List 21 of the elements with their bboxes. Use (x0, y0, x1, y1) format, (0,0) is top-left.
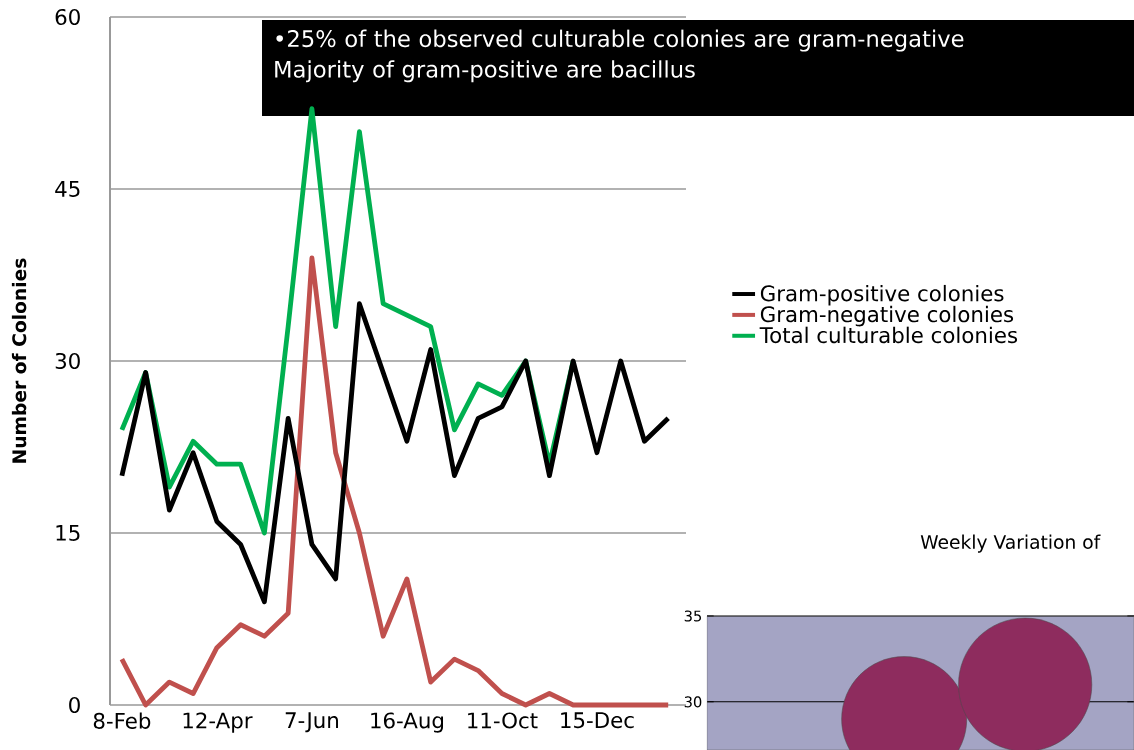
y-tick-label: 45 (55, 181, 80, 197)
y-tick-label: 35 (684, 610, 702, 622)
legend-label: Total culturable colonies (759, 326, 1018, 344)
x-tick-label: 16-Aug (371, 712, 444, 733)
y-tick-label: 15 (56, 525, 80, 541)
y-tick-label: 30 (55, 352, 80, 370)
y-tick-label: 30 (684, 696, 702, 708)
x-tick-label: 11-Oct (468, 712, 538, 729)
legend-label: Gram-negative colonies (760, 305, 1014, 327)
x-tick-label: 7-Jun (285, 712, 338, 733)
x-tick-label: 15-Dec (561, 712, 634, 729)
annotation: Majority of gram-positive are bacillus (275, 60, 695, 83)
chart-title: Weekly Variation of (920, 534, 1101, 553)
legend-label: Gram-positive colonies (760, 284, 1004, 306)
y-tick-label: 60 (55, 8, 80, 26)
line-series (119, 301, 671, 605)
y-tick-label: 0 (69, 696, 80, 714)
x-tick-label: 8-Feb (93, 712, 151, 729)
y-axis-title: Number of Colonies (11, 258, 27, 463)
x-tick-label: 12-Apr (183, 712, 253, 733)
annotation: •25% of the observed culturable colonies are gram-negative (276, 29, 964, 52)
